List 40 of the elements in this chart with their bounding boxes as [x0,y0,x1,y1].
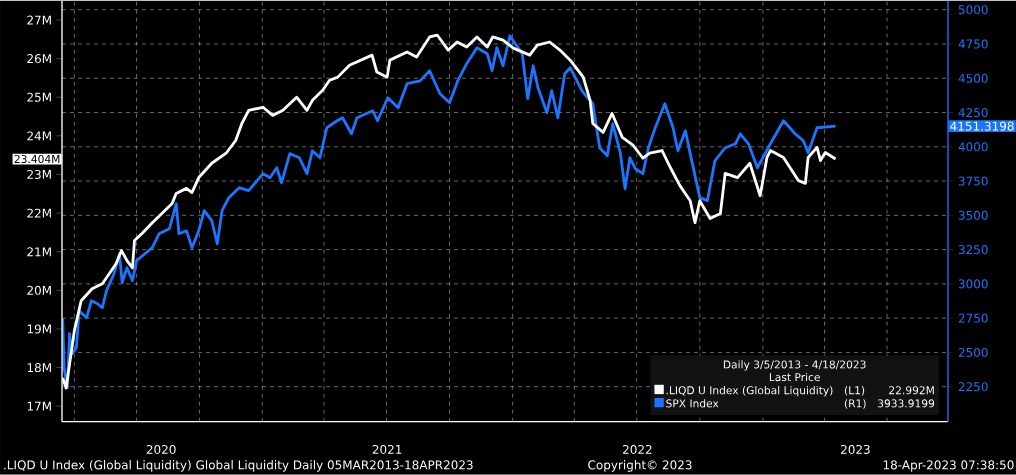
legend-title: Daily 3/5/2013 - 4/18/2023 [723,360,866,371]
x-tick-label: 2022 [623,445,652,455]
text: 4151.3198 [950,121,1014,131]
text: 23.404M [14,155,60,164]
annotation: (R1) [844,399,866,409]
y-tick-label: 23M [27,170,51,180]
y2-tick-label: 2750 [958,313,988,323]
y-tick-label: 25M [27,92,51,102]
y-tick-label: 18M [27,363,51,373]
y-tick-label: 20M [27,285,51,296]
text: 18-Apr-2023 07:38:50 [883,460,1014,472]
annotation: Last Price [769,373,820,382]
y2-tick-label: 2500 [958,348,988,358]
y-tick-label: 26M [27,54,51,64]
y2-tick-label: 4250 [958,108,988,118]
y-tick-label: 19M [27,324,51,334]
legend-label: .LIQD U Index (Global Liquidity) [666,386,833,397]
y-tick-label: 24M [27,131,51,141]
y2-tick-label: 3750 [958,176,988,186]
y2-tick-label: 4000 [958,142,988,152]
legend-label: SPX Index [666,399,719,408]
y2-tick-label: 3000 [958,279,988,289]
x-tick-label: 2020 [146,445,176,455]
y-tick-label: 17M [27,402,51,411]
y-tick-label: 27M [27,15,51,25]
y2-tick-label: 4500 [958,73,988,83]
annotation: 3933.9199 [878,399,935,408]
text: Copyright© 2023 [588,460,692,472]
x-tick-label: 2021 [372,445,402,455]
y2-tick-label: 5000 [958,5,988,15]
text: .LIQD U Index (Global Liquidity) Global Liquidity Daily 05MAR2013-18APR2023 [4,460,473,472]
y2-tick-label: 3500 [958,210,988,221]
y2-tick-label: 4750 [958,39,988,49]
y-tick-label: 21M [27,247,51,257]
y2-tick-label: 2250 [958,382,988,392]
annotation: 22.992M [889,386,934,395]
y2-tick-label: 3250 [958,245,988,255]
annotation: (L1) [844,386,865,396]
y-tick-label: 22M [27,208,51,218]
x-tick-label: 2023 [841,445,870,455]
